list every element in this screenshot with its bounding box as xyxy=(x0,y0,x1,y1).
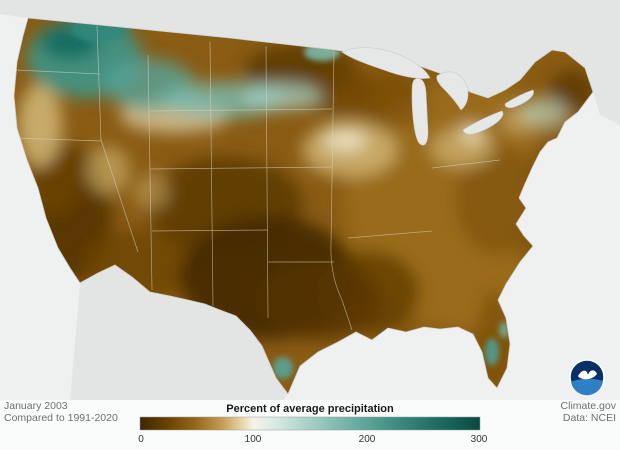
us-border-outline xyxy=(13,17,594,395)
lake-ontario xyxy=(504,89,534,109)
lake-huron xyxy=(436,71,469,111)
source-data: Data: NCEI xyxy=(563,412,616,424)
colorbar-title: Percent of average precipitation xyxy=(226,403,394,415)
lake-superior xyxy=(341,47,431,79)
state-borders xyxy=(14,25,501,331)
baseline-label: Compared to 1991-2020 xyxy=(4,412,118,424)
mexico-landmass xyxy=(70,265,288,402)
noaa-seagull-icon xyxy=(578,370,597,380)
colorbar-tick-0: 0 xyxy=(138,434,144,445)
lake-michigan xyxy=(411,78,429,146)
noaa-logo xyxy=(569,359,605,396)
source-site: Climate.gov xyxy=(561,400,617,412)
colorbar-gradient xyxy=(139,416,481,431)
great-lakes xyxy=(341,47,534,146)
colorbar-tick-200: 200 xyxy=(359,434,376,445)
noaa-logo-sea xyxy=(571,378,603,396)
canada-landmass xyxy=(0,0,620,125)
colorbar: Percent of average precipitation 0 100 2… xyxy=(138,403,488,445)
date-label: January 2003 xyxy=(4,400,68,412)
lake-erie xyxy=(462,110,504,135)
colorbar-tick-300: 300 xyxy=(471,434,488,445)
colorbar-tick-100: 100 xyxy=(245,434,262,445)
